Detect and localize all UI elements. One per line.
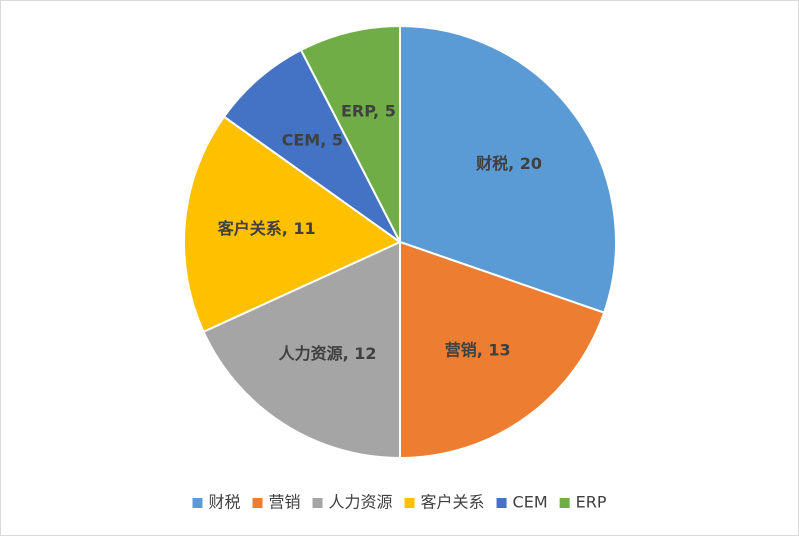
legend-swatch [192, 498, 203, 508]
data-label: 财税, 20 [475, 154, 542, 173]
legend-label: 人力资源 [329, 493, 393, 512]
data-label: CEM, 5 [282, 130, 343, 149]
data-label: 人力资源, 12 [279, 344, 377, 363]
data-label: 客户关系, 11 [218, 219, 316, 238]
legend-label: 客户关系 [421, 493, 485, 512]
pie-slice [202, 240, 401, 460]
legend-swatch [252, 498, 263, 508]
pie-slice [399, 240, 606, 460]
legend-swatch [496, 498, 507, 508]
legend-label: 营销 [269, 493, 301, 512]
legend-swatch [559, 498, 570, 508]
pie-slice [299, 24, 401, 243]
legend-label: 财税 [208, 493, 240, 512]
data-label: 营销, 13 [445, 341, 511, 360]
pie-slice [183, 115, 402, 334]
data-label: ERP, 5 [341, 101, 396, 120]
legend-label: ERP [576, 493, 607, 512]
pie-slice [399, 24, 617, 314]
legend-swatch [312, 498, 323, 508]
legend-label: CEM [513, 493, 548, 512]
pie-slice [222, 48, 401, 243]
legend-swatch [404, 498, 415, 508]
